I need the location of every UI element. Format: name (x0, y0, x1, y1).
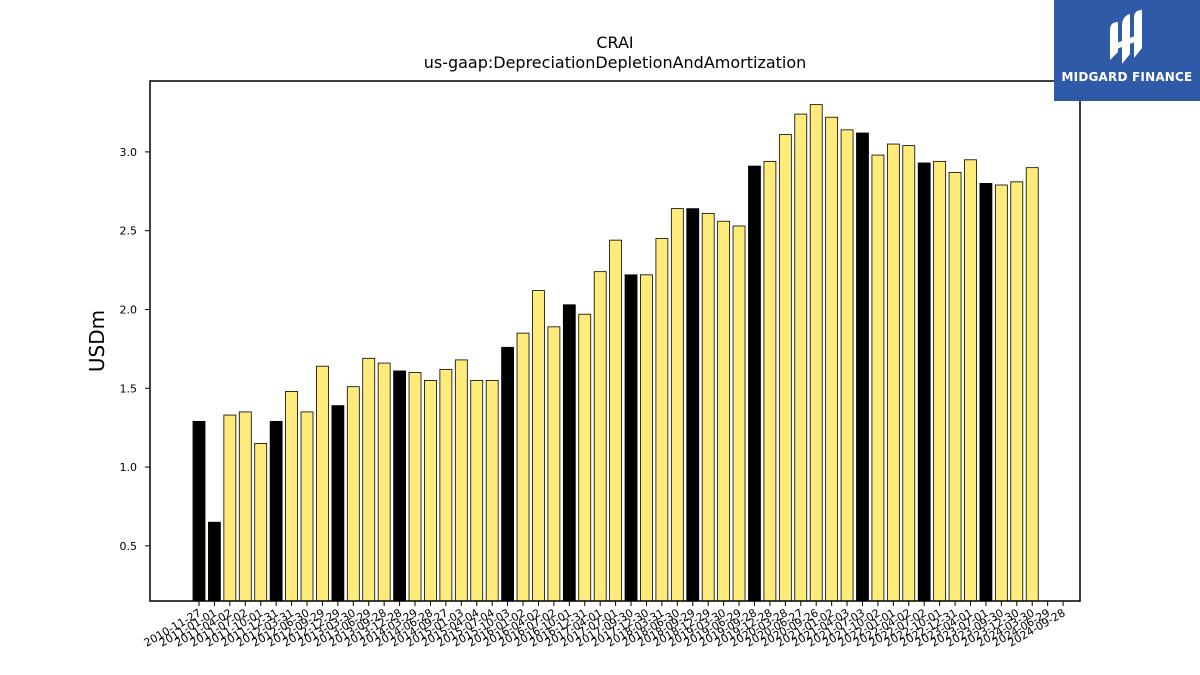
bar (208, 521, 221, 602)
bar (933, 160, 947, 602)
chart-title: CRAI (596, 33, 633, 52)
bar (809, 104, 823, 602)
y-tick-label: 3.0 (120, 146, 138, 159)
bar (794, 113, 808, 602)
bar (948, 171, 962, 602)
bar (485, 379, 499, 602)
bar (331, 405, 345, 602)
bar (238, 411, 252, 602)
bar (285, 391, 298, 602)
bar (470, 379, 484, 602)
bar (609, 239, 623, 602)
bar (377, 362, 391, 602)
bar (640, 274, 653, 602)
y-tick-label: 0.5 (120, 540, 138, 553)
y-tick-label: 2.5 (120, 225, 138, 238)
bar (825, 116, 839, 602)
bar (886, 143, 900, 602)
bar (1010, 181, 1024, 602)
bar (748, 165, 761, 602)
plot-frame (149, 80, 1081, 602)
bar (439, 368, 453, 602)
bar (686, 208, 700, 602)
bar (763, 160, 777, 602)
bar (964, 159, 977, 602)
bar (192, 420, 206, 602)
bar (562, 304, 576, 602)
y-tick-label: 1.0 (120, 461, 138, 474)
bar (300, 411, 314, 602)
y-tick-label: 2.0 (120, 303, 138, 316)
bar (701, 212, 715, 602)
bar (516, 332, 530, 602)
bars (192, 104, 1039, 602)
bar (732, 225, 746, 602)
chart-subtitle: us-gaap:DepreciationDepletionAndAmortiza… (424, 53, 807, 72)
bar (1025, 167, 1039, 602)
bar (655, 238, 669, 602)
y-axis-label: USDm (85, 310, 109, 372)
bar (778, 134, 792, 602)
y-axis-ticks: 0.5 1.0 1.5 2.0 2.5 3.0 (120, 146, 150, 553)
bar (393, 370, 406, 602)
bar (532, 290, 545, 602)
bar (670, 208, 684, 602)
bar (624, 274, 638, 602)
x-axis-ticks: 2010-11-272011-01-012011-04-022011-07-02… (142, 601, 1068, 650)
bar (424, 379, 437, 602)
bar (578, 313, 592, 602)
bar (979, 183, 993, 602)
bar (254, 443, 268, 602)
bar (362, 357, 376, 602)
bar (717, 220, 731, 602)
brand-logo: MIDGARD FINANCE (1054, 0, 1200, 101)
bar (547, 326, 561, 602)
bar (917, 162, 931, 602)
bar (454, 359, 468, 602)
logo-text: MIDGARD FINANCE (1061, 70, 1193, 84)
bar (994, 184, 1008, 602)
bar (871, 154, 885, 602)
bar (501, 346, 515, 602)
bar (593, 271, 607, 602)
bar (840, 129, 854, 602)
bar (902, 145, 916, 602)
bar (269, 420, 283, 602)
bar (316, 365, 329, 602)
y-tick-label: 1.5 (120, 382, 138, 395)
bar (346, 386, 360, 602)
bar (856, 132, 869, 602)
bar (223, 414, 237, 602)
logo-mark-icon (1110, 10, 1142, 64)
bar (408, 372, 422, 602)
